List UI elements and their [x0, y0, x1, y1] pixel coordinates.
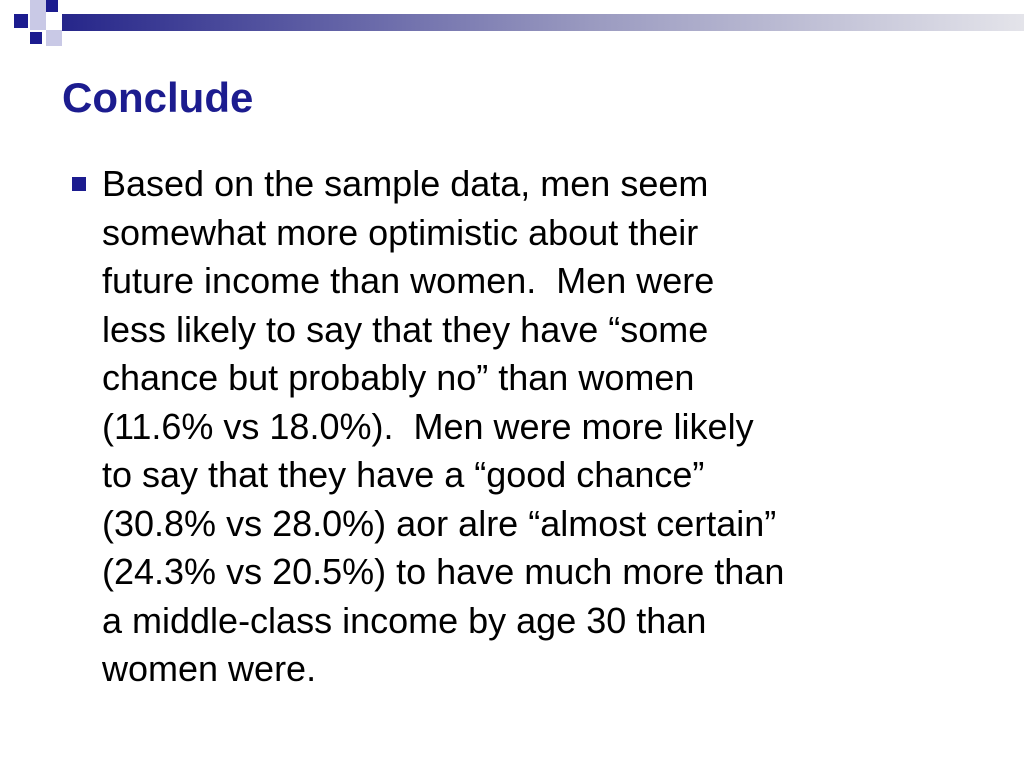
square [46, 0, 58, 12]
square [46, 30, 62, 46]
text-line: Based on the sample data, men seem [102, 163, 709, 204]
text-line: future income than women. Men were [102, 260, 715, 301]
text-line: women were. [102, 648, 317, 689]
slide-title: Conclude [62, 74, 254, 121]
bullet-text: Based on the sample data, men seem somewh… [102, 160, 784, 694]
text-line: (30.8% vs 28.0%) aor alre “almost certai… [102, 502, 777, 544]
square [14, 14, 28, 28]
text-line: (24.3% vs 20.5%) to have much more than [102, 551, 785, 592]
bullet-marker [72, 177, 86, 191]
text-line: (11.6% vs 18.0%). Men were more likely [102, 405, 754, 447]
text-line: to say that they have a “good chance” [102, 454, 705, 495]
text-line: somewhat more optimistic about their [102, 211, 699, 253]
square [30, 32, 42, 44]
header-bar [62, 14, 1024, 31]
text-line: chance but probably no” than women [102, 357, 695, 398]
header-decoration [14, 0, 1024, 46]
text-line: a middle-class income by age 30 than [102, 599, 707, 641]
text-line: less likely to say that they have “some [102, 308, 709, 350]
square [30, 0, 46, 30]
